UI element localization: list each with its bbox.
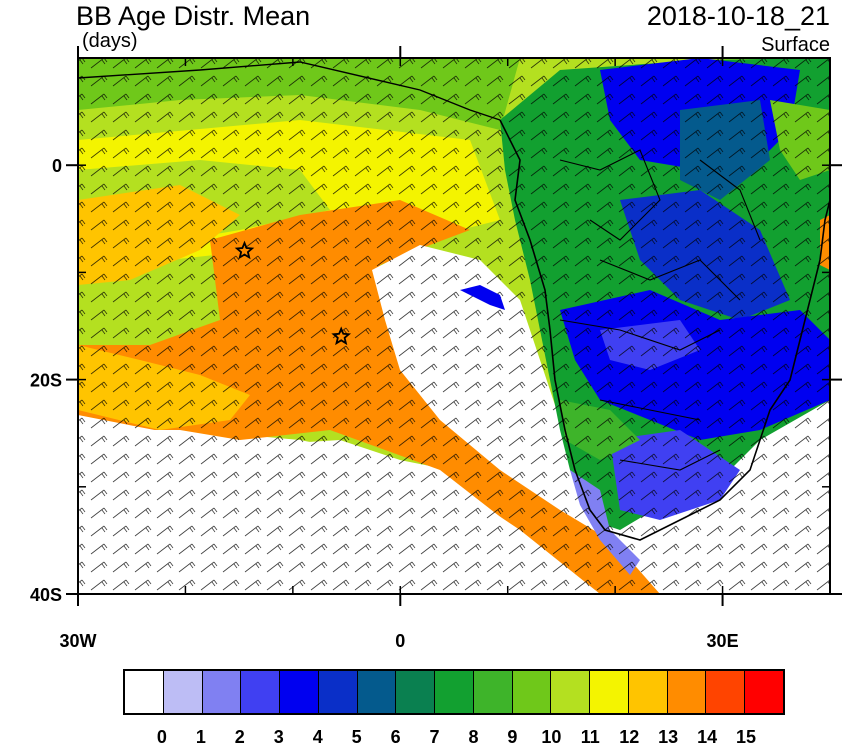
level-label: Surface xyxy=(761,34,830,56)
colorbar-label: 3 xyxy=(273,727,284,747)
colorbar-label: 1 xyxy=(195,727,206,747)
colorbar-cell xyxy=(241,671,281,713)
colorbar-label: 5 xyxy=(351,727,362,747)
map-panel: 30W 0 30E 0 20S 40S xyxy=(30,46,842,651)
colorbar-cell xyxy=(280,671,319,713)
colorbar-label: 10 xyxy=(541,727,562,747)
lon-tick-label: 30E xyxy=(707,631,739,651)
lon-tick-label: 30W xyxy=(59,631,96,651)
colorbar-cell xyxy=(551,671,591,713)
colorbar-cell xyxy=(628,671,668,713)
colorbar-label: 9 xyxy=(507,727,518,747)
lat-tick-label: 0 xyxy=(52,156,62,176)
colorbar-cell xyxy=(435,671,474,713)
axis-ticks: 30W 0 30E 0 20S 40S xyxy=(30,46,842,651)
colorbar xyxy=(123,669,785,715)
colorbar-label: 12 xyxy=(619,727,640,747)
colorbar-cell xyxy=(512,671,552,713)
colorbar-cell xyxy=(318,671,358,713)
colorbar-label: 13 xyxy=(658,727,679,747)
valid-time: 2018-10-18_21 xyxy=(646,1,830,31)
map-title: BB Age Distr. Mean xyxy=(76,1,311,31)
colorbar-label: 4 xyxy=(312,727,323,747)
units-label: (days) xyxy=(82,30,138,52)
colorbar-cell xyxy=(163,671,203,713)
colorbar-label: 7 xyxy=(429,727,440,747)
colorbar-cell xyxy=(667,671,707,713)
colorbar-cell xyxy=(473,671,513,713)
colorbar-label: 11 xyxy=(580,727,600,747)
colorbar-cell xyxy=(745,671,784,713)
colorbar-label: 15 xyxy=(736,727,757,747)
star-marker xyxy=(331,326,352,346)
colorbar-label: 2 xyxy=(234,727,245,747)
age-field xyxy=(78,58,830,594)
map-border xyxy=(77,57,831,595)
colorbar-label: 14 xyxy=(697,727,718,747)
marker-layer xyxy=(234,240,352,346)
star-marker xyxy=(234,240,255,260)
colorbar-label: 8 xyxy=(468,727,479,747)
colorbar-cell xyxy=(125,671,164,713)
lon-tick-label: 0 xyxy=(395,631,405,651)
colorbar-cell xyxy=(202,671,242,713)
colorbar-labels: 0 1 2 3 4 5 6 7 8 9 10 11 12 13 14 15 xyxy=(123,727,785,749)
colorbar-cell xyxy=(706,671,746,713)
colorbar-label: 0 xyxy=(156,727,167,747)
colorbar-label: 6 xyxy=(390,727,401,747)
colorbar-cell xyxy=(590,671,629,713)
colorbar-cell xyxy=(357,671,397,713)
lat-tick-label: 20S xyxy=(30,371,62,391)
lat-tick-label: 40S xyxy=(30,585,62,605)
colorbar-cell xyxy=(396,671,436,713)
